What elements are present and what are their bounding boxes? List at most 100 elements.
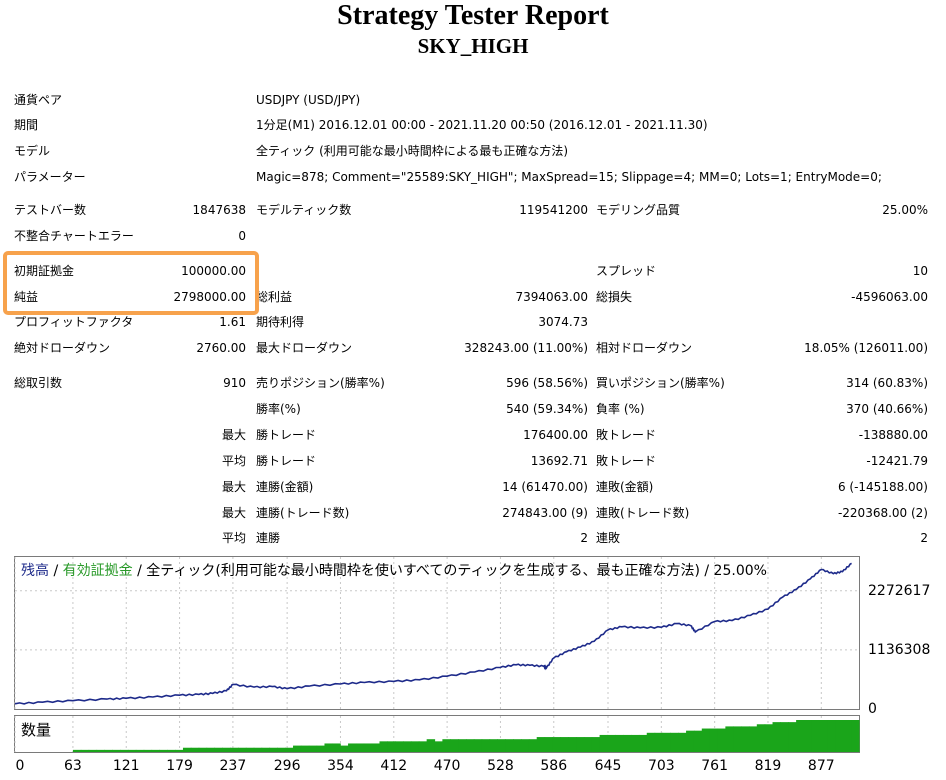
expected-payoff-value: 3074.73 (538, 315, 588, 329)
legend-balance: 残高 (21, 563, 49, 579)
setting-value-model: 全ティック (利用可能な最小時間枠による最も正確な方法) (256, 144, 569, 158)
volume-bar (245, 747, 255, 752)
trade-row-right-value: 2 (920, 531, 928, 545)
long-positions-value: 314 (60.83%) (846, 376, 928, 390)
volume-bar (426, 739, 436, 752)
volume-bar (709, 728, 719, 752)
volume-bar (88, 749, 98, 752)
volume-bar (536, 737, 546, 752)
short-positions-label: 売りポジション(勝率%) (256, 376, 385, 390)
mismatch-label: 不整合チャートエラー (14, 229, 134, 243)
volume-bar (348, 743, 357, 752)
volume-bar (576, 737, 585, 752)
volume-bar (473, 739, 483, 752)
volume-bar (607, 734, 616, 752)
y-tick-label: 0 (868, 701, 877, 717)
setting-label-model: モデル (14, 144, 51, 158)
legend-description: / 全ティック(利用可能な最小時間枠を使いすべてのティックを生成する、最も正確な… (132, 563, 767, 579)
volume-bar (458, 739, 467, 752)
volume-bar (693, 730, 703, 752)
volume-bar (379, 741, 388, 752)
trade-row-right-label: 敗トレード (596, 454, 657, 468)
abs-drawdown-value: 2760.00 (196, 341, 246, 355)
x-tick-label: 121 (112, 758, 140, 774)
volume-bar (127, 749, 137, 752)
volume-bar (560, 737, 569, 752)
short-positions-value: 596 (58.56%) (506, 376, 588, 390)
volume-bar (662, 732, 671, 752)
volume-bar (678, 732, 687, 752)
loss-rate-label: 負率 (%) (596, 402, 645, 416)
x-tick-label: 237 (219, 758, 247, 774)
volume-bar (733, 726, 742, 752)
trade-row-left-value: 2 (580, 531, 588, 545)
volume-bar (175, 749, 184, 752)
volume-bar (442, 739, 451, 752)
setting-value-period: 1分足(M1) 2016.12.01 00:00 - 2021.11.20 00… (256, 118, 708, 132)
gross-profit-label: 総利益 (256, 290, 293, 304)
spread-label: スプレッド (596, 264, 657, 278)
x-tick-label: 470 (433, 758, 461, 774)
trade-row-right-label: 連敗(トレード数) (596, 506, 690, 520)
volume-bar (827, 720, 837, 752)
x-tick-label: 296 (273, 758, 301, 774)
volume-bar (741, 726, 750, 752)
volume-bar (340, 745, 349, 752)
volume-bar (851, 720, 860, 752)
gross-loss-label: 総損失 (596, 290, 633, 304)
volume-bar (261, 747, 271, 752)
balance-line (14, 562, 852, 705)
volume-bar (465, 739, 475, 752)
volume-bar (434, 741, 443, 752)
volume-bar (253, 747, 263, 752)
x-tick-label: 819 (754, 758, 782, 774)
trade-row-right-value: 6 (-145188.00) (837, 480, 928, 494)
volume-bar (355, 743, 365, 752)
volume-bar (717, 728, 726, 752)
bars-label: テストバー数 (14, 203, 87, 217)
x-tick-label: 63 (63, 758, 82, 774)
volume-bar (654, 732, 664, 752)
volume-bar (505, 739, 514, 752)
max-drawdown-value: 328243.00 (11.00%) (464, 341, 588, 355)
report-subtitle: SKY_HIGH (417, 34, 529, 58)
volume-bar (332, 743, 341, 752)
volume-bar (410, 741, 420, 752)
volume-bar (230, 747, 239, 752)
volume-bar (686, 730, 695, 752)
volume-bar (190, 747, 200, 752)
volume-bar (120, 749, 129, 752)
trade-row-left-label: 勝トレード (256, 454, 317, 468)
gross-profit-value: 7394063.00 (515, 290, 588, 304)
volume-bar (646, 732, 656, 752)
deposit-label: 初期証拠金 (14, 264, 75, 278)
ticks-value: 119541200 (519, 203, 588, 217)
rel-drawdown-label: 相対ドローダウン (596, 341, 693, 355)
volume-bar (544, 737, 554, 752)
x-tick-label: 877 (807, 758, 835, 774)
volume-bar (638, 734, 648, 752)
setting-label-parameters: パラメーター (14, 170, 86, 184)
volume-bar (277, 747, 286, 752)
ticks-label: モデルティック数 (256, 203, 352, 217)
volume-bar (135, 749, 145, 752)
volume-bar (324, 743, 333, 752)
volume-bar (803, 720, 813, 752)
volume-bar (112, 749, 121, 752)
volume-bar (568, 737, 577, 752)
volume-bar (819, 720, 829, 752)
loss-rate-value: 370 (40.66%) (846, 402, 928, 416)
trade-row-prefix: 平均 (221, 531, 246, 545)
x-tick-label: 412 (380, 758, 408, 774)
win-rate-value: 540 (59.34%) (506, 402, 588, 416)
volume-bar (599, 734, 609, 752)
volume-bar (764, 724, 774, 752)
trade-row-prefix: 最大 (221, 480, 246, 494)
volume-bar (167, 749, 176, 752)
trade-row-left-label: 連勝 (256, 531, 281, 545)
volume-bar (583, 737, 593, 752)
x-tick-label: 586 (540, 758, 568, 774)
volume-bar (748, 726, 758, 752)
total-trades-value: 910 (223, 376, 246, 390)
volume-bar (520, 739, 530, 752)
